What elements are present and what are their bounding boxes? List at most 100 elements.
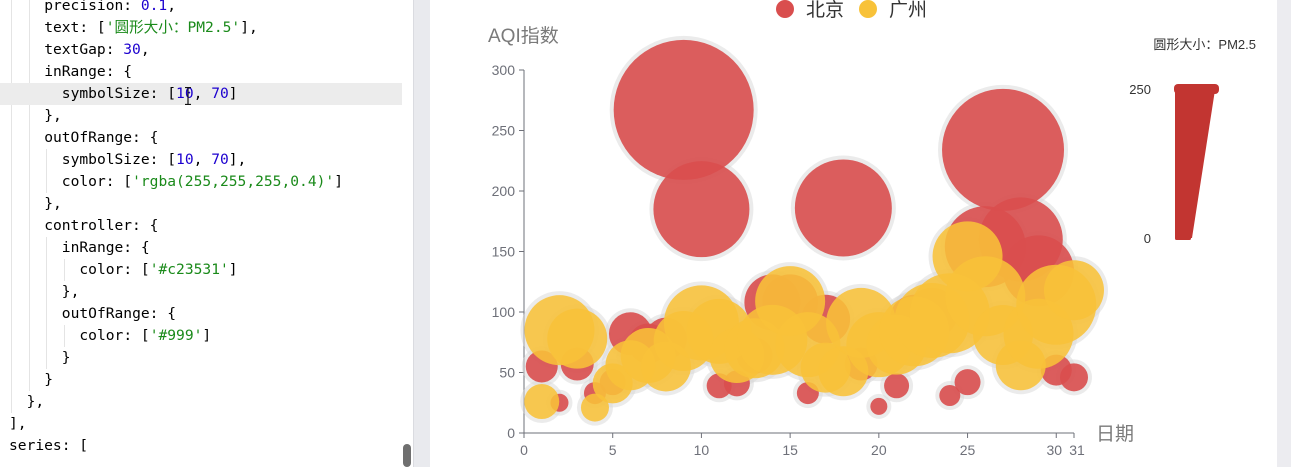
code-line[interactable]: ], [0,413,411,435]
visual-map-title: 圆形大小：PM2.5 [1153,37,1256,52]
code-number: 70 [211,151,229,168]
code-line[interactable]: symbolSize: [10, 70], [0,149,413,171]
code-token: } [61,349,71,366]
code-token: ] [228,85,238,102]
code-line[interactable]: outOfRange: { [0,127,413,149]
code-token: symbolSize: [ [61,151,177,168]
legend-item-label[interactable]: 广州 [889,0,927,21]
guangzhou-data-point [547,308,608,369]
code-line[interactable]: }, [0,105,413,127]
indent-guide [63,325,65,347]
legend-marker-0 [776,0,794,18]
indent-guide [63,259,65,281]
x-tick-label: 10 [694,442,710,458]
code-line[interactable]: color: ['#c23531'] [0,259,413,281]
x-tick-label: 15 [782,442,798,458]
x-tick-label: 31 [1069,442,1085,458]
indent-guide [28,0,30,391]
code-token: inRange: { [61,239,150,256]
legend-item-label[interactable]: 北京 [806,0,844,21]
beijing-data-point [884,373,910,399]
code-line[interactable]: }, [0,391,413,413]
beijing-data-point [942,88,1065,211]
indent-guide [11,0,12,413]
guangzhou-data-point [580,393,609,422]
code-line[interactable]: symbolSize: [10, 70] [0,83,413,105]
y-tick-label: 250 [492,123,516,139]
code-line[interactable]: }, [0,281,413,303]
legend-marker-1 [859,0,877,18]
editor-scroll-thumb[interactable] [403,444,411,467]
code-string: '#999' [149,327,203,344]
code-editor[interactable]: series: [],},}} color: ['#999'] outOfRange… [0,0,413,467]
code-line[interactable]: } [0,369,413,391]
code-token: controller: { [44,217,159,234]
code-line[interactable]: color: ['rgba(255,255,255,0.4)'] [0,171,413,193]
code-token: inRange: { [44,63,133,80]
indent-guide [46,149,48,193]
y-tick-label: 50 [499,365,515,381]
beijing-data-point [870,397,888,415]
code-number: 70 [211,85,229,102]
visual-map[interactable]: 圆形大小：PM2.5 250 0 [1129,37,1256,246]
code-token: ], [9,415,27,432]
beijing-data-point [1060,363,1088,392]
beijing-data-point [939,384,961,406]
code-token: ] [202,327,212,344]
code-token: textGap: [44,41,124,58]
code-number: 30 [123,41,141,58]
code-line[interactable]: textGap: 30, [0,39,413,61]
code-token: }, [61,283,80,300]
visual-map-max-label: 250 [1129,82,1151,97]
code-token: }, [26,393,45,410]
beijing-data-point [653,161,750,258]
code-token: ] [334,173,343,190]
y-axis-label: AQI指数 [488,25,559,47]
y-tick-label: 200 [492,183,516,199]
panel-splitter[interactable] [413,0,430,467]
code-line[interactable]: text: ['圆形大小：PM2.5'], [0,17,413,39]
code-token: , [167,0,176,14]
code-line[interactable]: }, [0,193,413,215]
code-line[interactable]: } [0,347,413,369]
x-tick-label: 25 [960,442,976,458]
beijing-data-point [954,369,981,396]
visual-map-max-handle[interactable] [1174,84,1219,94]
code-line[interactable]: controller: { [0,215,413,237]
visual-map-min-handle[interactable] [1175,237,1191,240]
editor-scrollbar[interactable] [402,0,413,467]
code-token: symbolSize: [ [61,85,177,102]
legend[interactable]: 北京 广州 [776,0,927,21]
code-line[interactable]: series: [ [0,435,411,457]
code-token: series: [ [9,437,89,454]
code-string: '圆形大小：PM2.5' [105,19,241,36]
y-tick-label: 150 [492,244,516,260]
guangzhou-data-point [1044,260,1104,321]
x-tick-label: 20 [871,442,887,458]
plot-area [520,35,1108,426]
code-token: } [44,371,53,388]
y-tick-label: 300 [492,62,516,78]
text-cursor-icon [185,87,191,105]
code-token: , [193,85,212,102]
code-line[interactable]: inRange: { [0,237,413,259]
code-token: color: [ [79,327,150,344]
visual-map-size-gradient [1175,90,1215,238]
code-token: color: [ [79,261,150,278]
visual-map-min-label: 0 [1144,231,1151,246]
code-token: outOfRange: { [61,305,177,322]
code-token: color: [ [61,173,133,190]
code-line[interactable]: color: ['#999'] [0,325,413,347]
x-tick-label: 30 [1046,442,1062,458]
x-axis-label: 日期 [1096,423,1134,445]
guangzhou-data-point [524,384,560,420]
code-line[interactable]: precision: 0.1, [0,0,413,17]
y-tick-label: 0 [507,425,515,441]
window-edge [1277,0,1291,467]
x-tick-label: 5 [609,442,617,458]
code-number: 10 [176,151,194,168]
code-number: 0.1 [140,0,168,14]
code-line[interactable]: outOfRange: { [0,303,413,325]
code-line[interactable]: inRange: { [0,61,413,83]
